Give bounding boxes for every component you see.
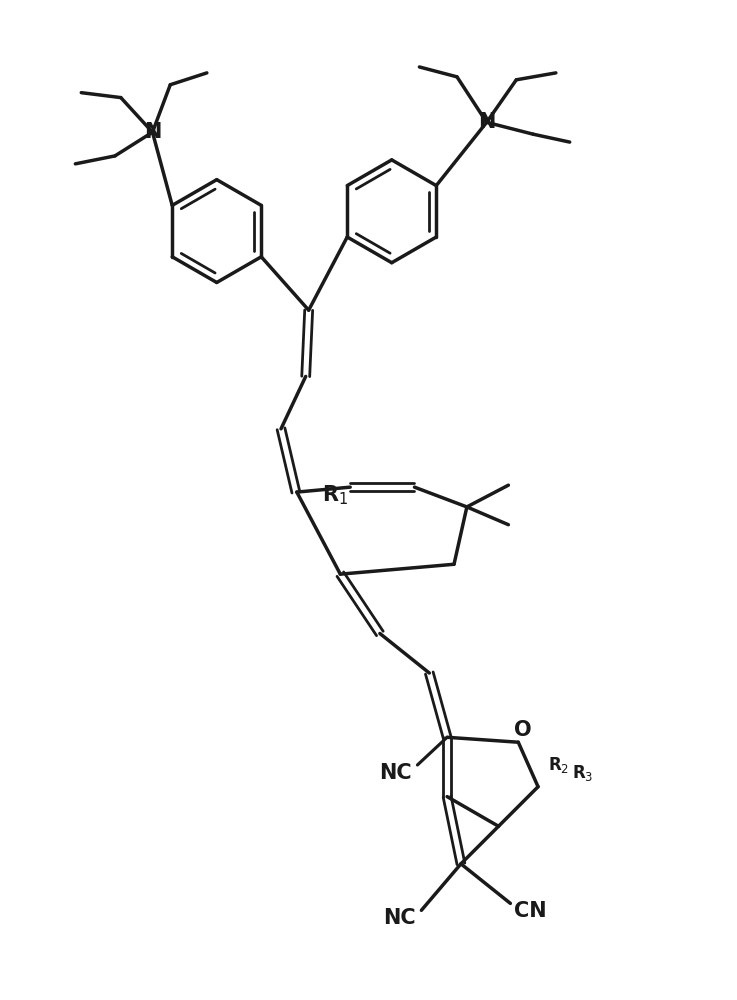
Text: CN: CN [514,901,546,921]
Text: R$_3$: R$_3$ [572,763,593,783]
Text: N: N [144,122,161,142]
Text: R$_2$: R$_2$ [548,755,569,775]
Text: O: O [514,720,532,740]
Text: N: N [478,112,495,132]
Text: NC: NC [383,908,416,928]
Text: NC: NC [380,763,412,783]
Text: R$_1$: R$_1$ [322,483,348,507]
